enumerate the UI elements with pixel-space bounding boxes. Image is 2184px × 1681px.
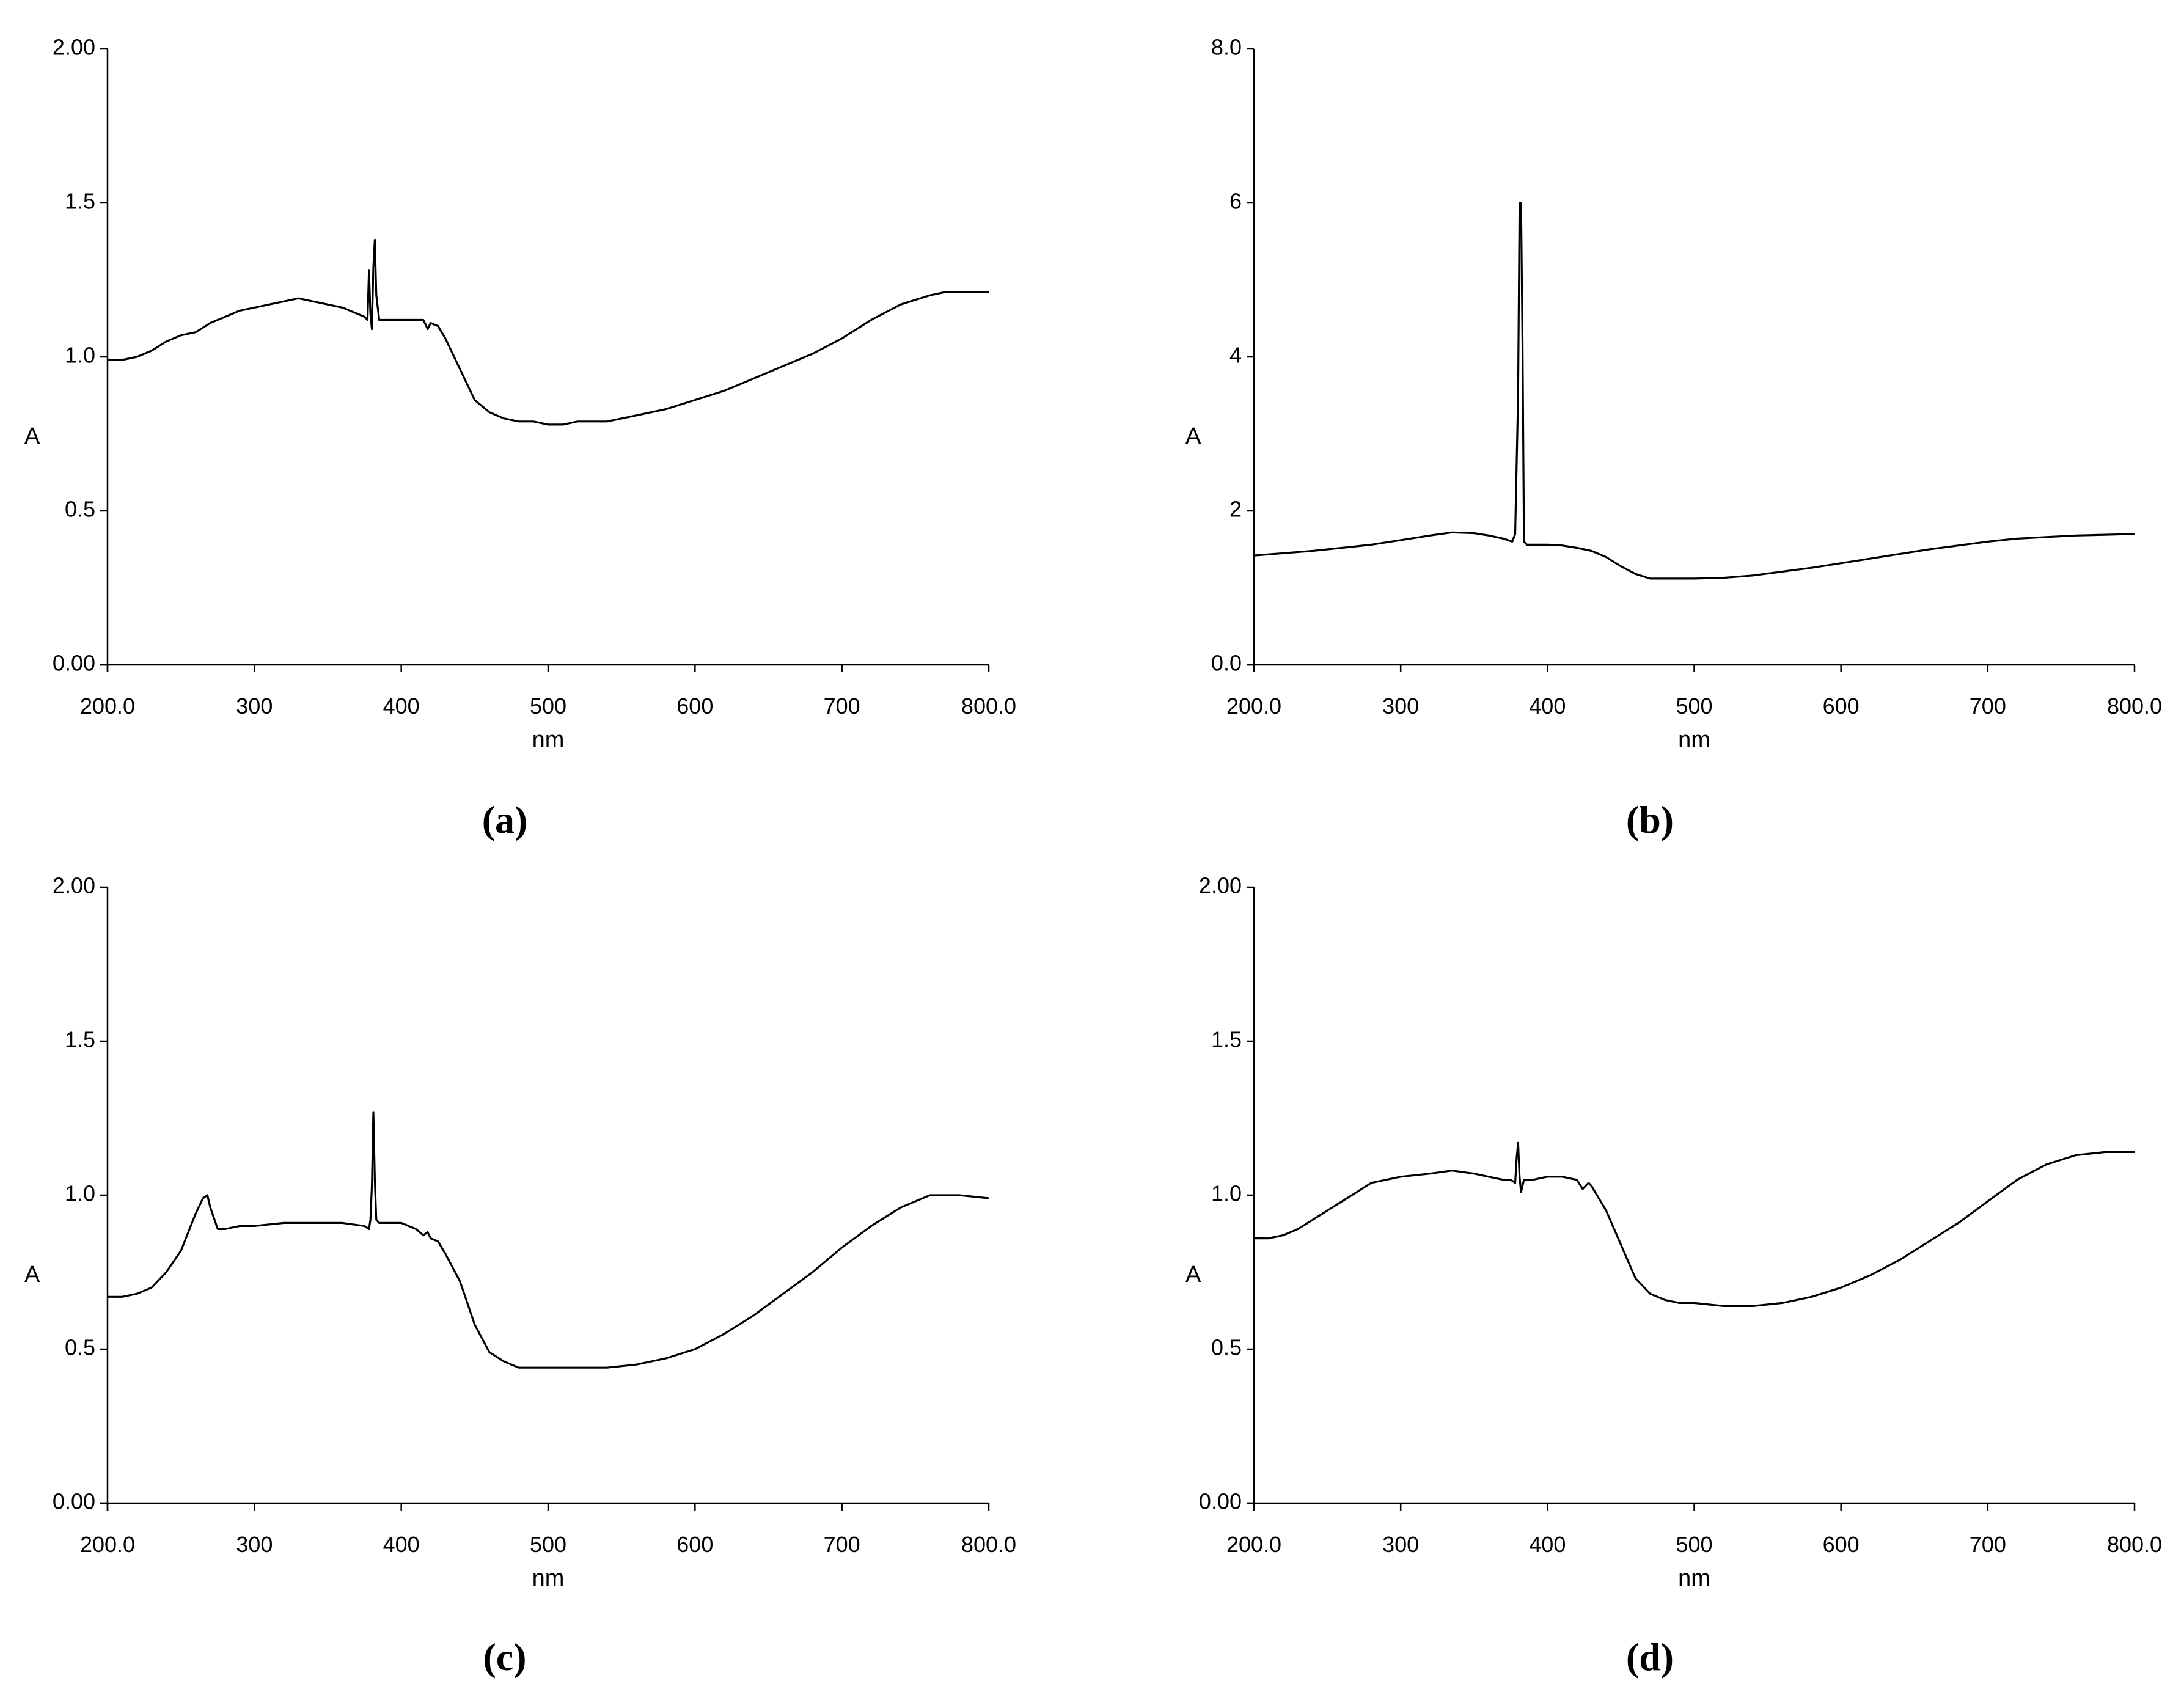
y-tick-label: 6 <box>1229 189 1242 214</box>
y-tick-label: 0.0 <box>1211 651 1242 676</box>
x-tick-label: 800.0 <box>961 694 1016 719</box>
panel-caption: (c) <box>483 1635 526 1679</box>
x-axis-title: nm <box>532 1566 565 1591</box>
y-tick-label: 1.5 <box>65 1027 95 1052</box>
y-tick-label: 0.5 <box>65 1335 95 1360</box>
x-tick-label: 400 <box>383 1532 420 1557</box>
x-tick-label: 500 <box>530 694 566 719</box>
panel-caption: (b) <box>1626 798 1674 841</box>
x-tick-label: 700 <box>1970 694 2006 719</box>
y-tick-label: 2 <box>1229 497 1242 522</box>
y-tick-label: 0.5 <box>65 497 95 522</box>
y-tick-label: 2.00 <box>53 35 95 60</box>
x-tick-label: 700 <box>824 694 860 719</box>
series-line-0 <box>1253 202 2135 580</box>
y-tick-label: 8.0 <box>1211 35 1242 60</box>
x-tick-label: 800.0 <box>2107 1532 2162 1557</box>
x-tick-label: 400 <box>1529 694 1566 719</box>
y-tick-label: 1.5 <box>1211 1027 1242 1052</box>
x-tick-label: 600 <box>1823 694 1860 719</box>
panel-b: 0.0 2 4 6 8.0 200.0 300 400 500 600 700 800.0 Anm (b) <box>1185 35 2162 841</box>
x-tick-label: 300 <box>236 694 273 719</box>
y-tick-label: 0.5 <box>1211 1335 1242 1360</box>
x-axis-title: nm <box>532 727 565 753</box>
x-tick-label: 300 <box>236 1532 273 1557</box>
panel-caption: (d) <box>1626 1635 1674 1679</box>
y-axis-title: A <box>1185 1262 1201 1287</box>
x-axis-title: nm <box>1678 1566 1710 1591</box>
x-tick-label: 500 <box>1676 694 1712 719</box>
panel-c: 0.00 0.5 1.0 1.5 2.00 200.0 300 400 500 600 700 800… <box>24 873 1016 1679</box>
y-tick-label: 2.00 <box>53 873 95 898</box>
y-tick-label: 1.5 <box>65 189 95 214</box>
y-axis-title: A <box>24 423 40 449</box>
x-tick-label: 800.0 <box>2107 694 2162 719</box>
x-tick-label: 600 <box>1823 1532 1860 1557</box>
x-tick-label: 200.0 <box>1226 694 1281 719</box>
x-tick-label: 400 <box>383 694 420 719</box>
panel-d: 0.00 0.5 1.0 1.5 2.00 200.0 300 400 500 600 700 800… <box>1185 873 2162 1679</box>
panel-a: 0.00 0.5 1.0 1.5 2.00 200.0 300 400 500 600 700 800… <box>24 35 1016 841</box>
x-tick-label: 700 <box>824 1532 860 1557</box>
y-tick-label: 0.00 <box>53 651 95 676</box>
x-tick-label: 200.0 <box>80 1532 135 1557</box>
y-tick-label: 4 <box>1229 343 1242 368</box>
y-tick-label: 0.00 <box>53 1489 95 1514</box>
y-tick-label: 1.0 <box>65 1181 95 1206</box>
x-tick-label: 300 <box>1382 1532 1419 1557</box>
y-axis-title: A <box>24 1262 40 1287</box>
x-tick-label: 600 <box>676 694 713 719</box>
x-tick-label: 600 <box>676 1532 713 1557</box>
x-tick-label: 500 <box>1676 1532 1712 1557</box>
y-tick-label: 2.00 <box>1199 873 1242 898</box>
y-tick-label: 1.0 <box>65 343 95 368</box>
panel-caption: (a) <box>482 798 528 841</box>
series-line-0 <box>108 1111 989 1369</box>
x-tick-label: 200.0 <box>80 694 135 719</box>
x-tick-label: 700 <box>1970 1532 2006 1557</box>
y-axis-title: A <box>1185 423 1201 449</box>
x-tick-label: 200.0 <box>1226 1532 1281 1557</box>
x-tick-label: 800.0 <box>961 1532 1016 1557</box>
x-tick-label: 400 <box>1529 1532 1566 1557</box>
series-line-0 <box>1254 1141 2135 1307</box>
x-axis-title: nm <box>1678 727 1710 753</box>
y-tick-label: 0.00 <box>1199 1489 1242 1514</box>
series-line-0 <box>108 238 989 426</box>
x-tick-label: 500 <box>530 1532 566 1557</box>
x-tick-label: 300 <box>1382 694 1419 719</box>
y-tick-label: 1.0 <box>1211 1181 1242 1206</box>
